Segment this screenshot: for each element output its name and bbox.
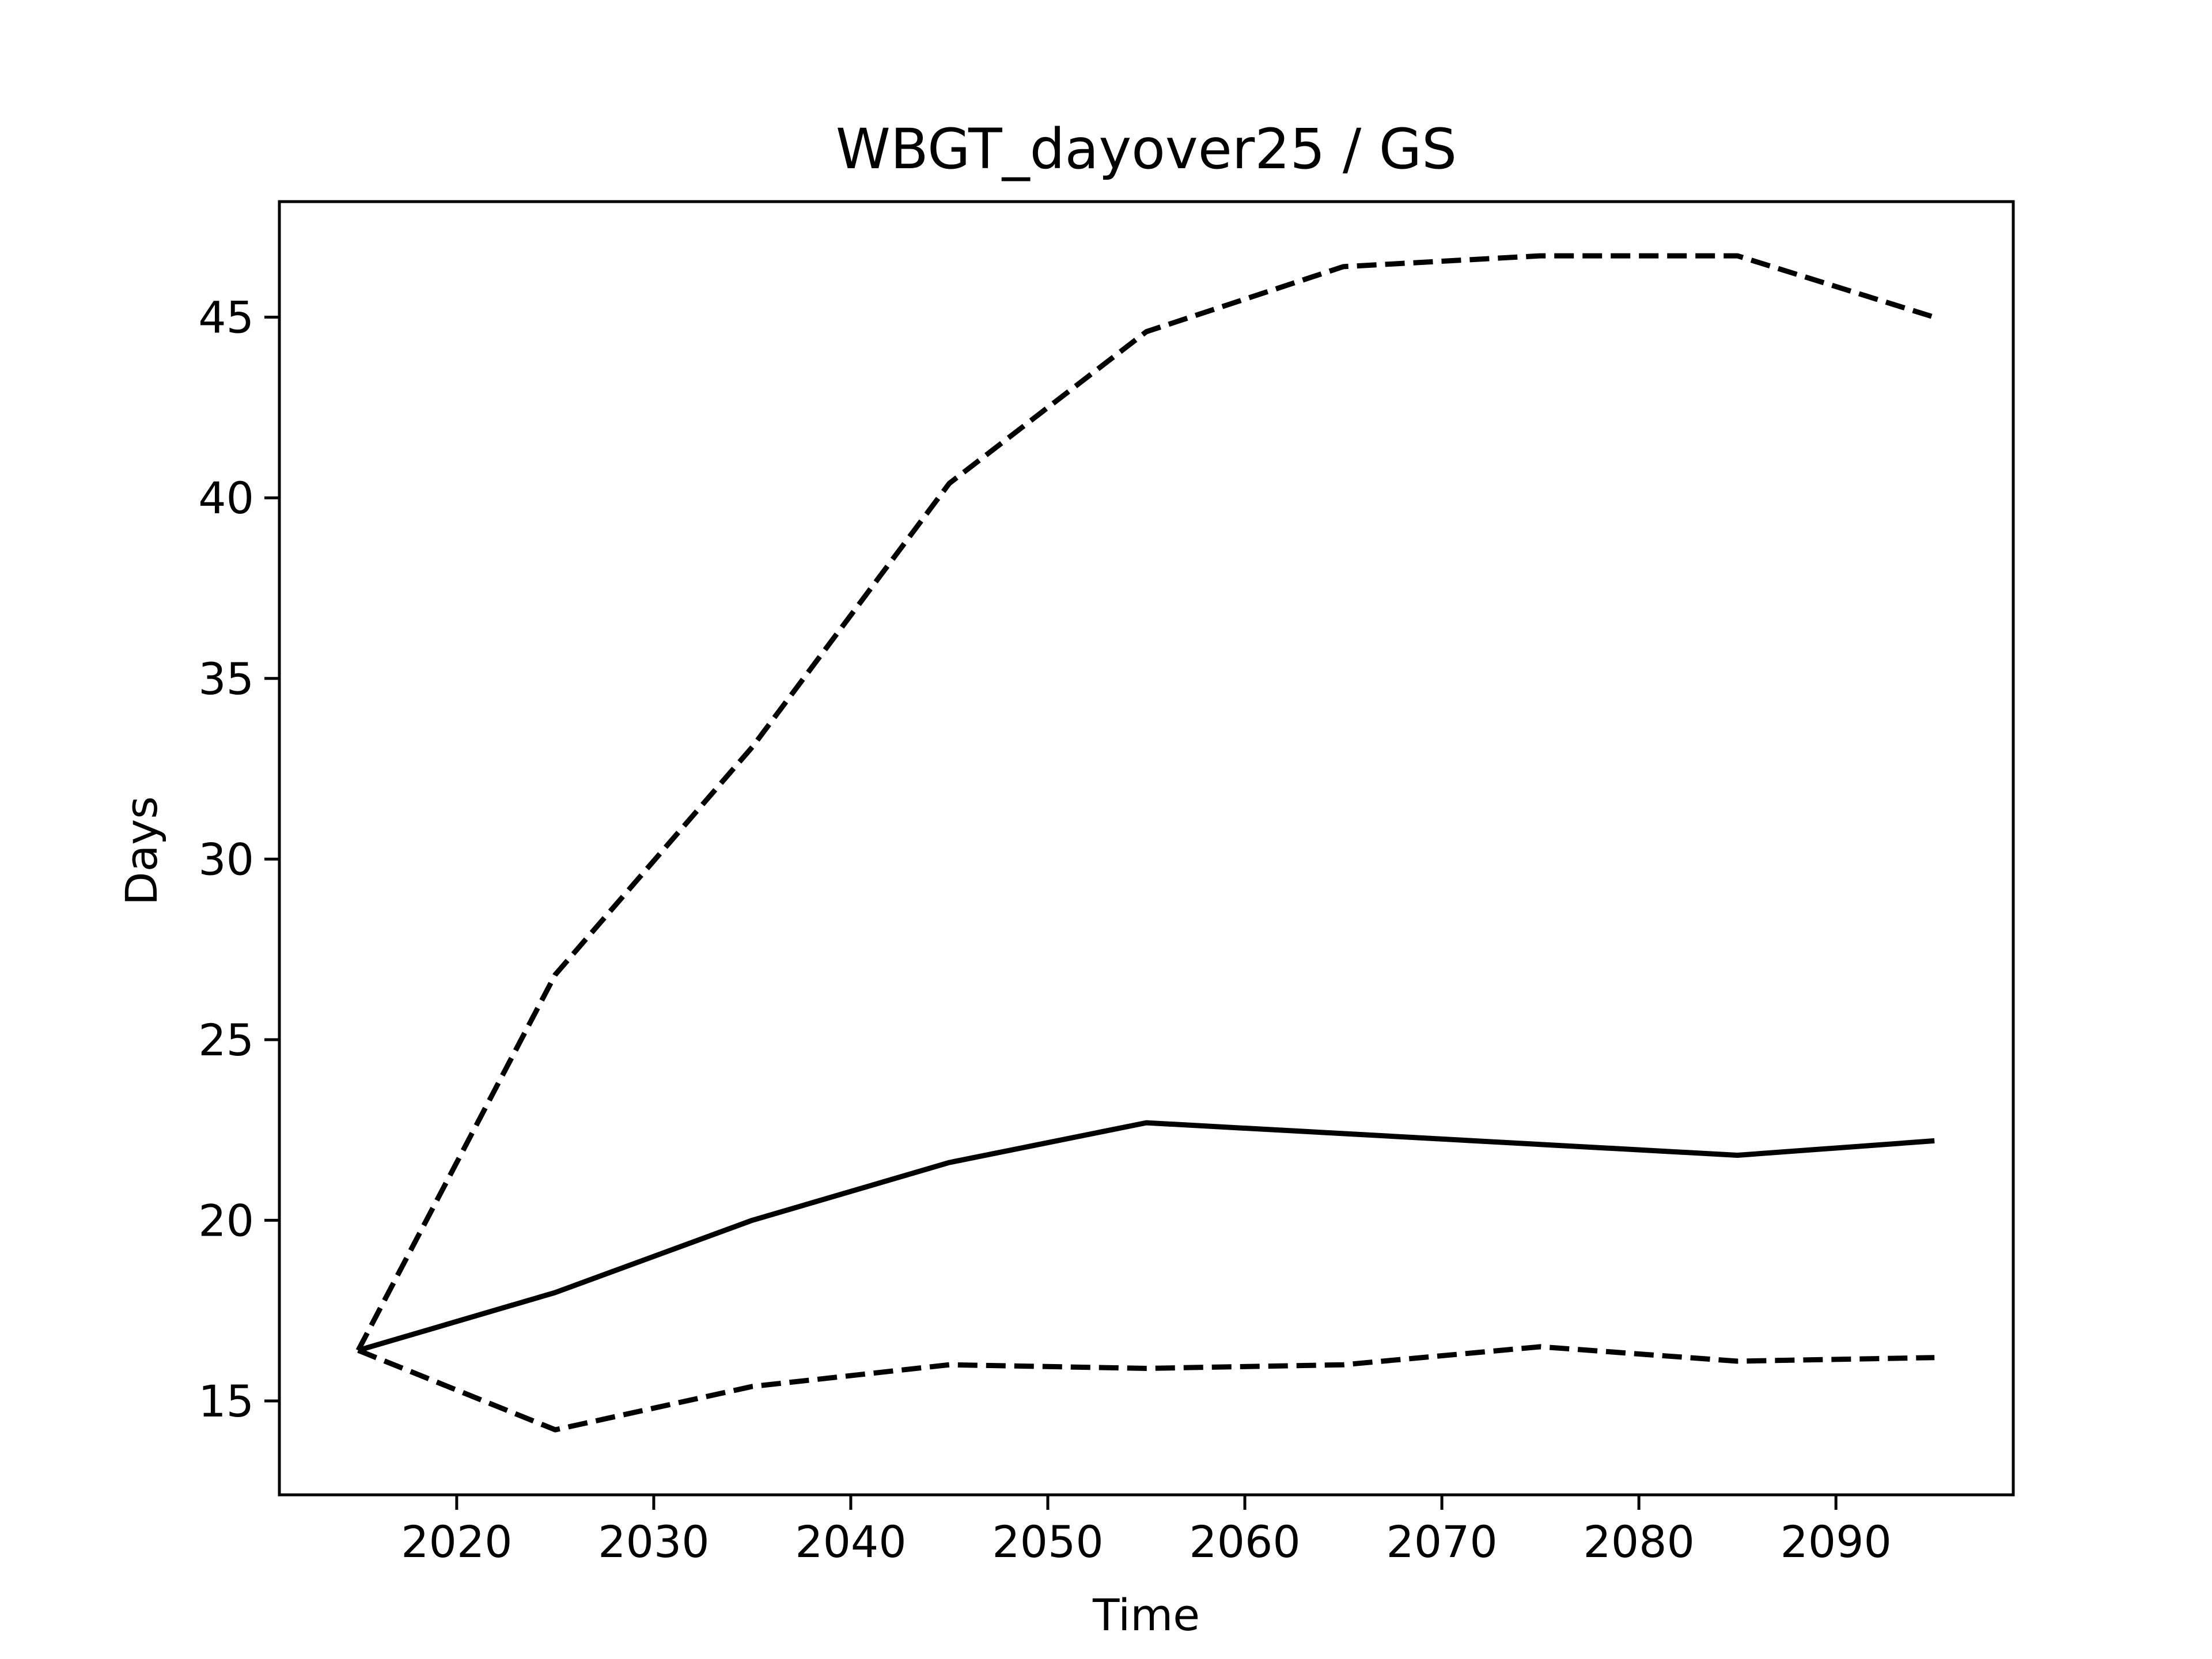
x-axis: 2020 2030 2040 2050 2060 2070 2080 2090	[401, 1495, 1892, 1567]
y-tick-label: 25	[198, 1014, 254, 1066]
y-axis-label: Days	[116, 796, 167, 906]
series-line-2-dashed	[355, 253, 1936, 1352]
series-line-3-dashed	[357, 1344, 1935, 1433]
x-tick-label: 2040	[795, 1516, 906, 1567]
y-tick-label: 45	[198, 292, 254, 343]
x-tick-label: 2020	[401, 1516, 512, 1567]
x-tick-label: 2070	[1386, 1516, 1497, 1567]
x-tick-label: 2090	[1780, 1516, 1891, 1567]
x-tick-label: 2080	[1583, 1516, 1694, 1567]
series-line-1-solid	[357, 1120, 1935, 1353]
x-tick-label: 2030	[598, 1516, 709, 1567]
y-tick-label: 30	[198, 834, 254, 885]
x-tick-label: 2060	[1189, 1516, 1300, 1567]
x-tick-label: 2050	[992, 1516, 1103, 1567]
y-axis: 15 20 25 30 35 40 45	[198, 292, 279, 1427]
y-tick-label: 40	[198, 472, 254, 524]
plot-area	[355, 253, 1936, 1433]
x-axis-label: Time	[1092, 1589, 1200, 1641]
y-tick-label: 35	[198, 653, 254, 704]
plot-frame	[278, 200, 2015, 1497]
chart-title: WBGT_dayover25 / GS	[836, 117, 1457, 181]
y-tick-label: 15	[198, 1376, 254, 1427]
y-tick-label: 20	[198, 1195, 254, 1246]
